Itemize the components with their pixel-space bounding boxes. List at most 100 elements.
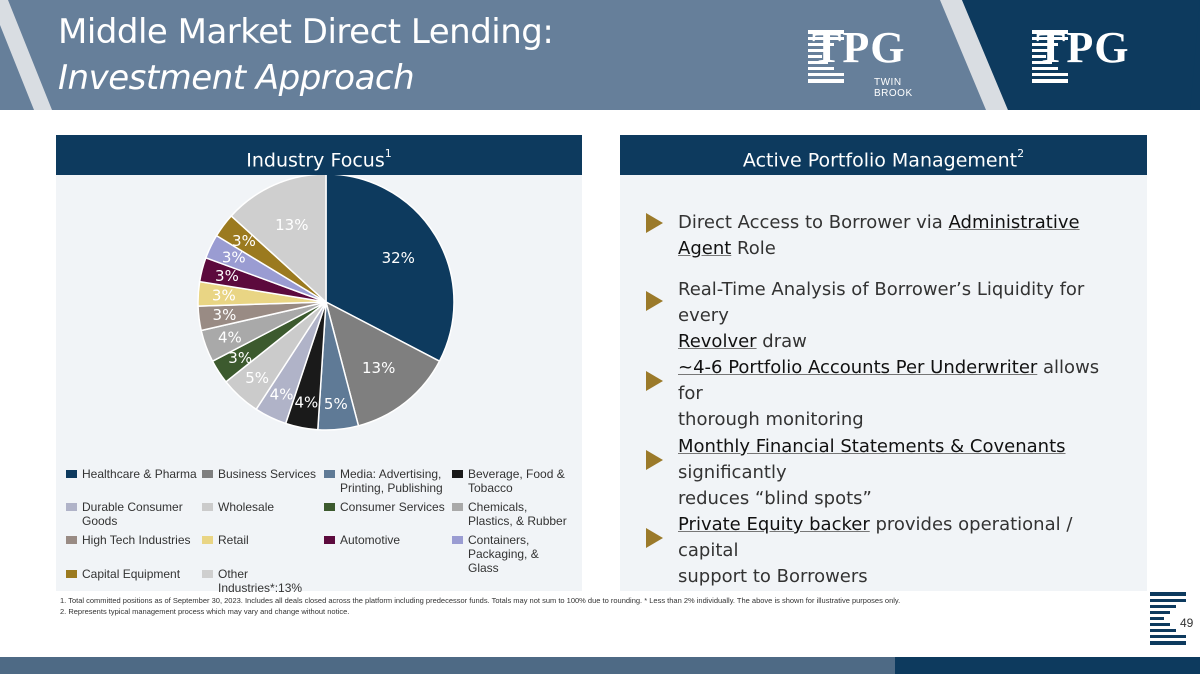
industry-focus-heading: Industry Focus1 [56, 135, 582, 175]
pie-data-label: 4% [270, 385, 294, 403]
legend-label: Automotive [340, 533, 401, 547]
bullet-text: Private Equity backer provides operation… [678, 512, 1126, 590]
industry-pie-chart: 32%13%5%4%4%5%3%4%3%3%3%3%3%13% [197, 175, 455, 431]
pie-data-label: 4% [218, 328, 242, 346]
legend-label: Healthcare & Pharma [82, 467, 197, 481]
legend-swatch [66, 536, 77, 544]
bullet-arrow-icon [646, 213, 663, 233]
bullet-text-part: thorough monitoring [678, 409, 864, 430]
legend-swatch [324, 536, 335, 544]
legend-item: Business Services [202, 467, 320, 481]
page-number: 49 [1180, 616, 1194, 630]
legend-label: Wholesale [218, 500, 275, 514]
legend-item: Consumer Services [324, 500, 448, 514]
industry-focus-title: Industry Focus [246, 149, 385, 172]
bullet-highlight: ~4-6 Portfolio Accounts Per Underwriter [678, 357, 1038, 378]
bullet-text-part: draw [756, 331, 807, 352]
tpg-logo: TPG [1032, 23, 1129, 83]
tpg-corner-mark-icon [1150, 592, 1186, 645]
tpg-twin-brook-logo: TPG TWIN BROOK [808, 23, 912, 99]
pie-data-label: 4% [295, 394, 319, 412]
legend-swatch [66, 470, 77, 478]
legend-swatch [324, 503, 335, 511]
pie-data-label: 5% [324, 395, 348, 413]
legend-item: Containers, Packaging, & Glass [452, 533, 570, 575]
pie-data-label: 3% [228, 349, 252, 367]
legend-swatch [202, 570, 213, 578]
pie-slice [230, 175, 327, 304]
portfolio-management-panel: Active Portfolio Management2 [620, 135, 1147, 591]
pie-data-label: 3% [213, 306, 237, 324]
pie-data-label: 5% [245, 369, 269, 387]
legend-swatch [66, 570, 77, 578]
legend-swatch [452, 470, 463, 478]
legend-item: Automotive [324, 533, 448, 547]
page-subtitle: Investment Approach [58, 58, 415, 98]
bullet-text-part: Role [731, 238, 776, 259]
legend-item: Media: Advertising, Printing, Publishing [324, 467, 448, 495]
legend-swatch [66, 503, 77, 511]
legend-swatch [202, 470, 213, 478]
pie-data-label: 13% [275, 216, 308, 234]
legend-label: Retail [218, 533, 249, 547]
legend-item: Capital Equipment [66, 567, 198, 581]
bullet-arrow-icon [646, 450, 663, 470]
bullet-text-part: Real-Time Analysis of Borrower’s Liquidi… [678, 279, 1085, 326]
industry-focus-panel: Industry Focus1 32% 13% 5% 4% 4% 5% 3% 4% 3% 3% 3%… [56, 135, 582, 595]
bullet-arrow-icon [646, 528, 663, 548]
footnote-ref-2: 2 [1017, 147, 1025, 160]
pie-data-label: 3% [212, 286, 236, 304]
bullet-text: ~4-6 Portfolio Accounts Per Underwriter … [678, 355, 1126, 433]
legend-swatch [202, 503, 213, 511]
header-band: Middle Market Direct Lending: Investment… [0, 0, 1200, 110]
pie-slice [324, 300, 441, 427]
legend-item: Beverage, Food & Tobacco [452, 467, 570, 495]
legend-label: High Tech Industries [82, 533, 191, 547]
footer-bar [0, 657, 895, 674]
legend-item: High Tech Industries [66, 533, 198, 547]
footnote-ref-1: 1 [384, 147, 392, 160]
legend-swatch [452, 536, 463, 544]
pie-data-label: 3% [232, 232, 256, 250]
legend-label: Chemicals, Plastics, & Rubber [468, 500, 567, 528]
tpg-mark-icon [808, 30, 844, 83]
pie-data-label: 32% [382, 249, 415, 267]
pie-data-label: 3% [215, 267, 239, 285]
legend-swatch [452, 503, 463, 511]
legend-item: Chemicals, Plastics, & Rubber [452, 500, 570, 528]
bullet-text-part: reduces “blind spots” [678, 488, 872, 509]
portfolio-management-heading: Active Portfolio Management2 [620, 135, 1147, 175]
portfolio-management-title: Active Portfolio Management [742, 149, 1018, 172]
legend-label: Beverage, Food & Tobacco [468, 467, 565, 495]
legend-label: Business Services [218, 467, 317, 481]
bullet-highlight: Administrative Agent [678, 212, 1080, 259]
twin-brook-label: TWIN BROOK [874, 77, 913, 99]
legend-item: Healthcare & Pharma [66, 467, 198, 481]
legend-item: Wholesale [202, 500, 320, 514]
pie-data-label: 3% [222, 249, 246, 267]
bullet-text-part: Direct Access to Borrower via [678, 212, 949, 233]
bullet-text-part: significantly [678, 462, 787, 483]
legend-item: Retail [202, 533, 320, 547]
bullet-text-part: support to Borrowers [678, 566, 868, 587]
legend-label: Containers, Packaging, & Glass [468, 533, 539, 575]
footer-bar-accent [895, 657, 1200, 674]
bullet-highlight: Monthly Financial Statements & Covenants [678, 436, 1066, 457]
bullet-text: Direct Access to Borrower via Administra… [678, 210, 1126, 262]
bullet-highlight: Revolver [678, 331, 757, 352]
bullet-text-part: allows for [678, 357, 1100, 404]
legend-swatch [324, 470, 335, 478]
bullet-highlight: Private Equity backer [678, 514, 870, 535]
legend-item: Durable Consumer Goods [66, 500, 198, 528]
legend-label: Capital Equipment [82, 567, 181, 581]
tpg-mark-icon [1032, 30, 1068, 83]
bullet-arrow-icon [646, 291, 663, 311]
legend-label: Durable Consumer Goods [82, 500, 183, 528]
pie-data-label: 13% [362, 359, 395, 377]
footnote-2: 2. Represents typical management process… [60, 607, 350, 616]
footnote-1: 1. Total committed positions as of Septe… [60, 596, 901, 605]
bullet-text: Real-Time Analysis of Borrower’s Liquidi… [678, 277, 1126, 355]
legend-label: Media: Advertising, Printing, Publishing [340, 467, 443, 495]
bullet-text-part: provides operational / capital [678, 514, 1073, 561]
legend-label: Other Industries*:13% [218, 567, 303, 595]
